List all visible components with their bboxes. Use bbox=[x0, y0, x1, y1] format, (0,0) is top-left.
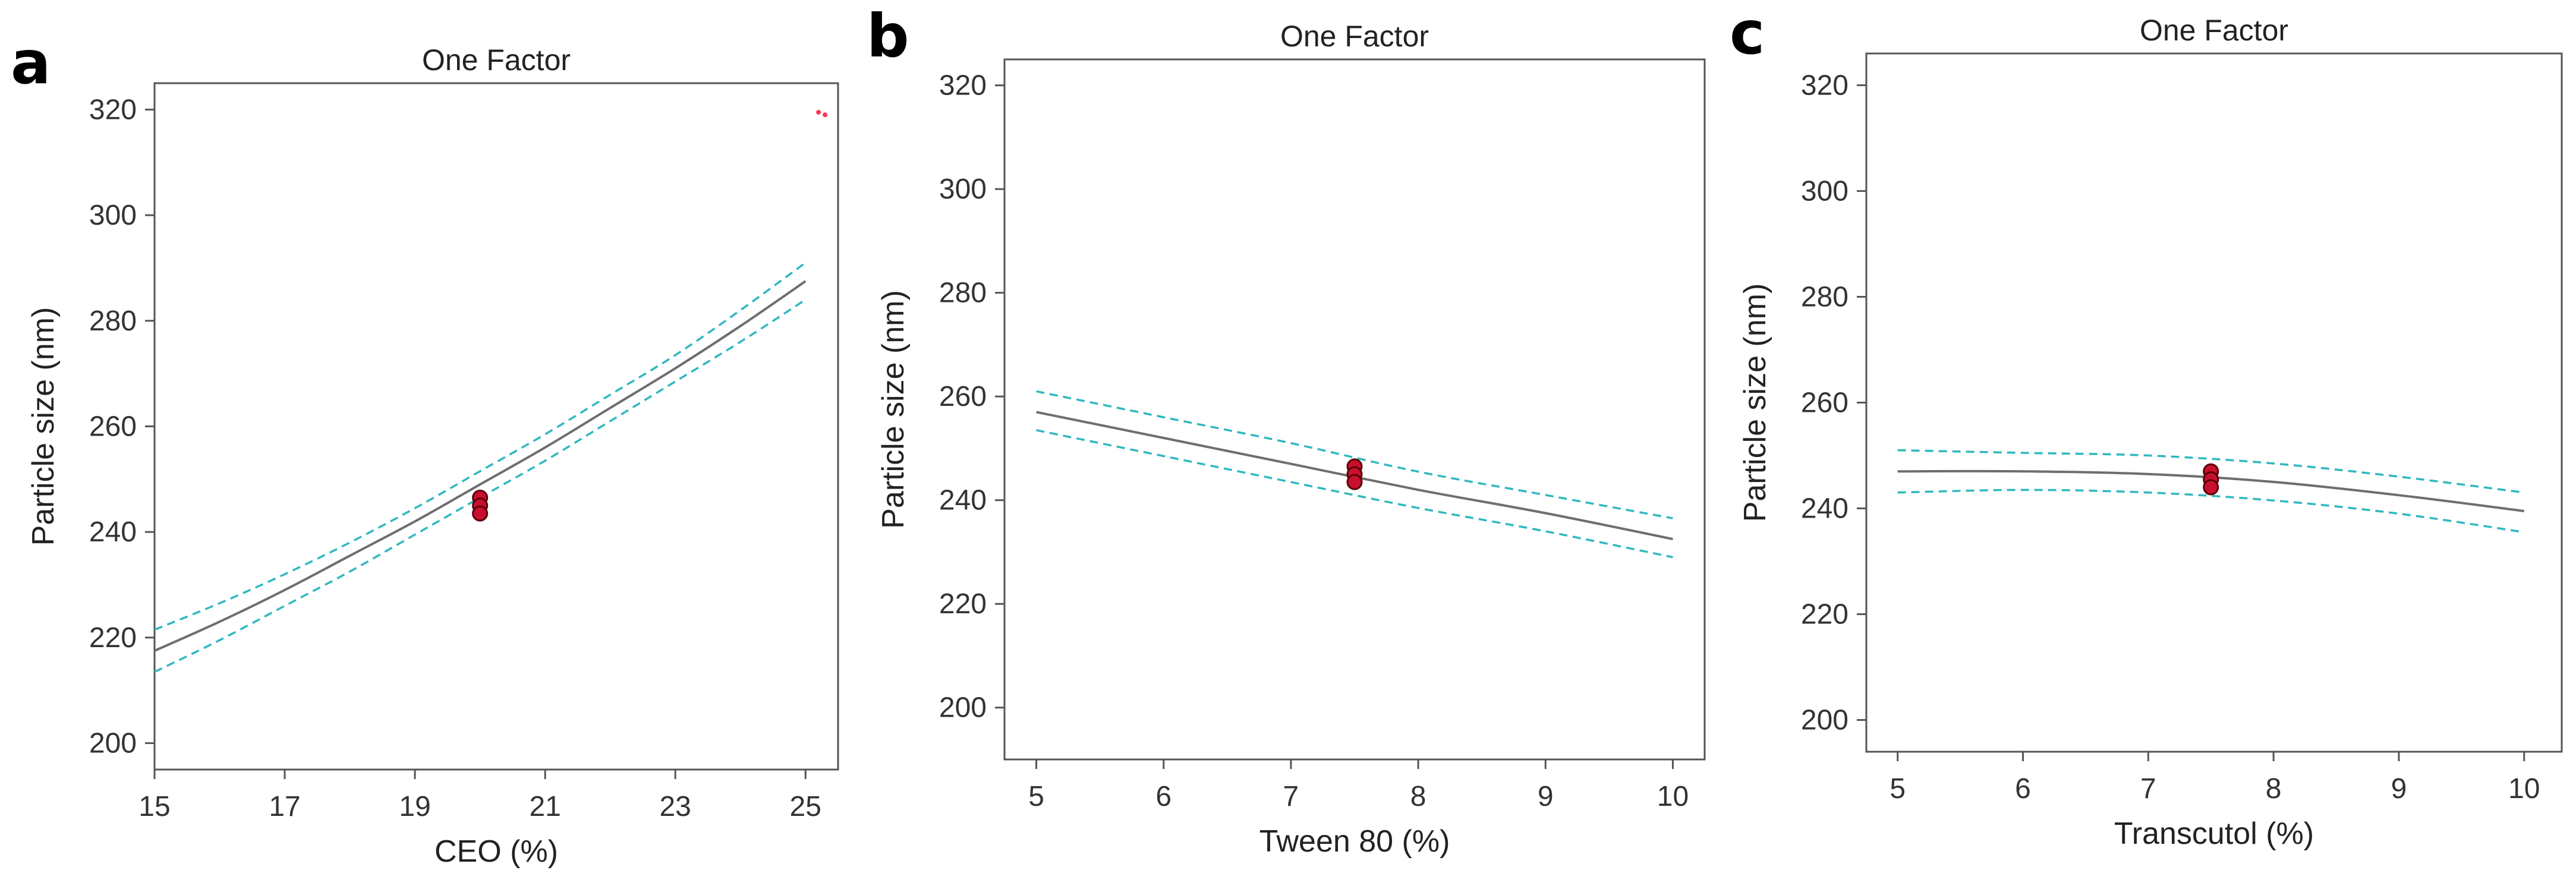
y-axis-label: Particle size (nm) bbox=[876, 290, 911, 529]
y-axis-label: Particle size (nm) bbox=[1738, 283, 1772, 522]
y-tick-label: 320 bbox=[1801, 70, 1848, 101]
lower-ci-line bbox=[1897, 488, 2525, 534]
y-tick-label: 200 bbox=[1801, 705, 1848, 736]
y-tick-label: 320 bbox=[939, 70, 987, 102]
x-tick-label: 8 bbox=[1410, 781, 1426, 812]
x-tick-label: 7 bbox=[1283, 781, 1299, 812]
x-tick-label: 6 bbox=[1155, 781, 1172, 812]
y-tick-label: 200 bbox=[939, 692, 987, 724]
upper-ci-line bbox=[154, 261, 807, 631]
y-tick-label: 300 bbox=[1801, 175, 1848, 207]
x-axis-label: CEO (%) bbox=[434, 834, 558, 869]
y-tick-label: 220 bbox=[89, 622, 137, 654]
plot-frame bbox=[153, 82, 839, 771]
fit-line bbox=[154, 280, 807, 652]
y-tick-label: 300 bbox=[939, 174, 987, 205]
x-tick-label: 7 bbox=[2140, 773, 2156, 805]
lower-ci-line bbox=[1036, 429, 1673, 559]
x-tick-label: 23 bbox=[659, 791, 691, 822]
x-tick-label: 15 bbox=[138, 791, 170, 822]
y-tick-label: 280 bbox=[939, 278, 987, 309]
y-tick-label: 260 bbox=[1801, 387, 1848, 419]
y-axis-label: Particle size (nm) bbox=[26, 307, 61, 546]
x-axis-label: Transcutol (%) bbox=[2114, 817, 2314, 851]
x-tick-label: 10 bbox=[2508, 773, 2540, 805]
chart-panel-a: a One Factor 15 17 19 21 23 25 200 220 240 260 280 30… bbox=[11, 28, 839, 869]
design-point bbox=[472, 505, 489, 522]
y-tick-label: 260 bbox=[89, 411, 137, 443]
x-tick-label: 9 bbox=[2391, 773, 2407, 805]
y-tick-label: 220 bbox=[939, 588, 987, 620]
x-tick-label: 8 bbox=[2266, 773, 2282, 805]
design-point bbox=[1346, 474, 1363, 490]
x-tick-label: 25 bbox=[790, 791, 821, 822]
x-tick-label: 17 bbox=[269, 791, 300, 822]
x-tick-label: 10 bbox=[1657, 781, 1689, 812]
chart-title: One Factor bbox=[1280, 20, 1429, 53]
plot-frame bbox=[1865, 52, 2563, 753]
upper-ci-line bbox=[1036, 390, 1673, 519]
x-tick-label: 5 bbox=[1890, 773, 1906, 805]
x-tick-label: 6 bbox=[2015, 773, 2031, 805]
y-tick-label: 220 bbox=[1801, 599, 1848, 631]
panel-label: c bbox=[1730, 0, 1765, 68]
y-tick-label: 240 bbox=[939, 485, 987, 516]
x-tick-label: 9 bbox=[1538, 781, 1554, 812]
chart-panel-b: b One Factor 5 6 7 8 9 10 200 220 240 260 280 300 320 T… bbox=[867, 1, 1706, 859]
chart-title: One Factor bbox=[422, 43, 571, 77]
y-tick-label: 260 bbox=[939, 381, 987, 412]
stray-mark bbox=[816, 109, 821, 115]
y-tick-label: 300 bbox=[89, 200, 137, 231]
y-tick-label: 200 bbox=[89, 728, 137, 759]
y-tick-label: 280 bbox=[89, 305, 137, 337]
y-tick-label: 240 bbox=[1801, 493, 1848, 525]
plot-frame bbox=[1003, 58, 1706, 761]
y-tick-label: 240 bbox=[89, 516, 137, 548]
x-axis-label: Tween 80 (%) bbox=[1259, 824, 1450, 859]
chart-panel-c: c One Factor 5 6 7 8 9 10 200 220 240 260 280 300 320 T… bbox=[1730, 0, 2563, 851]
panel-label: b bbox=[867, 1, 909, 71]
x-tick-label: 5 bbox=[1028, 781, 1044, 812]
panel-label: a bbox=[11, 28, 51, 97]
chart-title: One Factor bbox=[2140, 14, 2288, 47]
x-tick-label: 19 bbox=[399, 791, 430, 822]
design-point bbox=[2203, 479, 2219, 496]
stray-mark bbox=[823, 112, 828, 118]
y-tick-label: 320 bbox=[89, 94, 137, 125]
y-tick-label: 280 bbox=[1801, 281, 1848, 313]
x-tick-label: 21 bbox=[529, 791, 560, 822]
